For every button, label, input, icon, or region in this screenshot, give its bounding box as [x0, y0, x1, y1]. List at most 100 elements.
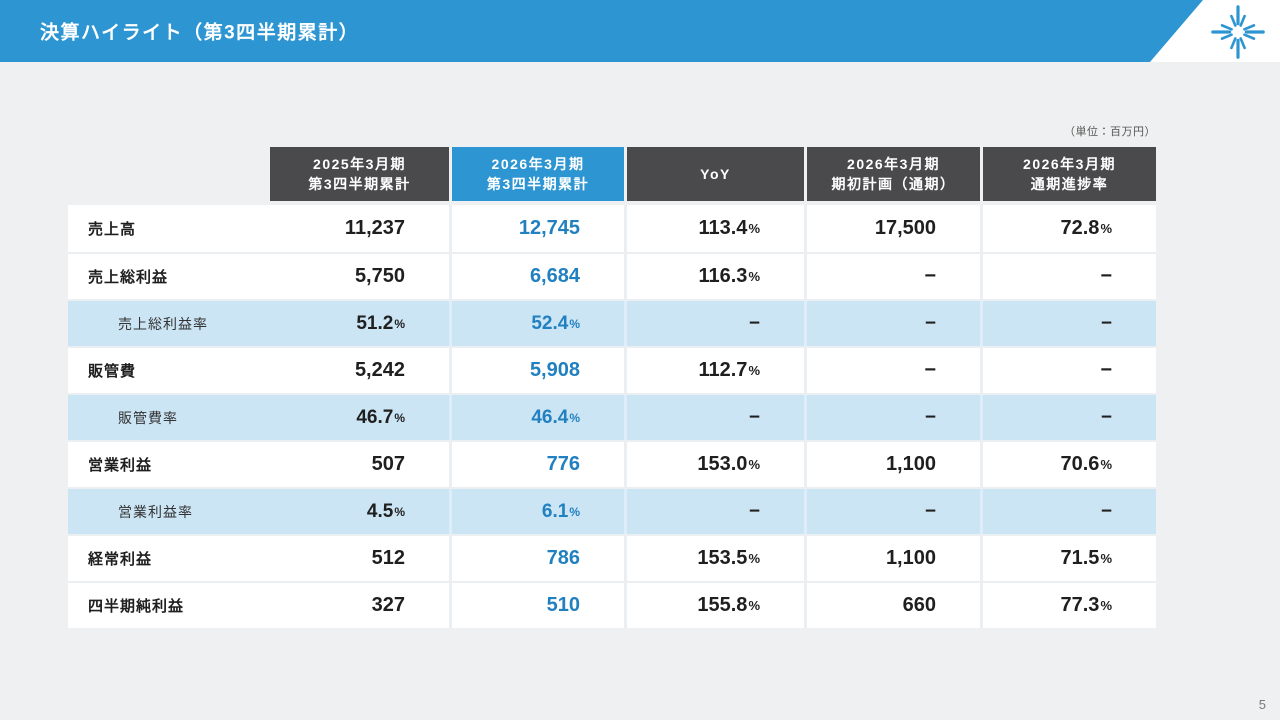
percent-sign: %: [1100, 457, 1112, 472]
cell-value: 71.5%: [980, 536, 1156, 581]
table-row: 経常利益 512 786 153.5% 1,100 71.5%: [68, 534, 1156, 581]
cell-value: 6.1%: [449, 489, 624, 534]
cell-number: 153.0: [697, 453, 748, 475]
column-header: 2026年3月期 通期進捗率: [980, 147, 1156, 201]
row-label: 営業利益: [88, 457, 153, 474]
cell-value: −: [624, 489, 804, 534]
column-header: YoY: [624, 147, 804, 201]
title-bar: 決算ハイライト（第3四半期累計）: [0, 0, 1280, 62]
cell-number: 46.7: [356, 406, 394, 428]
percent-sign: %: [1100, 598, 1112, 613]
unit-note: （単位：百万円）: [1064, 126, 1156, 138]
cell-number: 113.4: [698, 217, 748, 239]
table-row: 営業利益 507 776 153.0% 1,100 70.6%: [68, 440, 1156, 487]
column-header-line: 2026年3月期: [1023, 155, 1116, 172]
table-row: 売上総利益率 51.2% 52.4% − − −: [68, 299, 1156, 346]
cell-value: −: [980, 348, 1156, 393]
cell-value: −: [980, 301, 1156, 346]
cell-number: 112.7: [698, 359, 748, 381]
cell-value: −: [980, 395, 1156, 440]
cell-value: 660: [804, 583, 980, 628]
cell-value: 153.0%: [624, 442, 804, 487]
percent-sign: %: [569, 410, 580, 425]
cell-value: −: [804, 301, 980, 346]
table-row: 営業利益率 4.5% 6.1% − − −: [68, 487, 1156, 534]
header-corner: [1150, 0, 1280, 62]
table-row: 四半期純利益 327 510 155.8% 660 77.3%: [68, 581, 1156, 628]
column-header-line: 期初計画（通期）: [831, 176, 956, 192]
cell-value: 1,100: [804, 536, 980, 581]
percent-sign: %: [748, 551, 760, 566]
percent-sign: %: [394, 504, 405, 519]
table-row: 売上総利益 5,750 6,684 116.3% − −: [68, 252, 1156, 299]
cell-value: 507: [371, 453, 405, 475]
financial-table: 2025年3月期 第3四半期累計 2026年3月期 第3四半期累計 YoY 2026年3月…: [68, 147, 1156, 628]
table-header-row: 2025年3月期 第3四半期累計 2026年3月期 第3四半期累計 YoY 2026年3月…: [68, 147, 1156, 201]
cell-value: 327: [371, 594, 405, 616]
cell-value: −: [980, 254, 1156, 299]
percent-sign: %: [748, 457, 760, 472]
cell-value: 5,242: [354, 359, 405, 381]
cell-value: 77.3%: [980, 583, 1156, 628]
column-header-line: 第3四半期累計: [486, 176, 590, 192]
row-label: 売上総利益: [88, 269, 169, 286]
column-header: 2025年3月期 第3四半期累計: [270, 147, 449, 201]
cell-value: 46.7%: [270, 395, 449, 440]
table-row: 販管費率 46.7% 46.4% − − −: [68, 393, 1156, 440]
cell-number: 52.4: [531, 312, 569, 334]
cell-number: 51.2: [356, 312, 394, 334]
row-label: 経常利益: [88, 551, 153, 568]
cell-value: 116.3%: [624, 254, 804, 299]
cell-value: 52.4%: [449, 301, 624, 346]
percent-sign: %: [569, 316, 580, 331]
cell-value: −: [804, 395, 980, 440]
cell-number: 6.1: [541, 500, 569, 522]
cell-value: 5,750: [354, 265, 405, 287]
cell-number: 46.4: [531, 406, 569, 428]
row-label: 販管費: [88, 363, 137, 380]
cell-value: 11,237: [344, 217, 405, 239]
cell-value: 4.5%: [270, 489, 449, 534]
cell-value: 1,100: [804, 442, 980, 487]
cell-number: 71.5: [1060, 547, 1100, 569]
column-header: 2026年3月期 第3四半期累計: [449, 147, 624, 201]
row-label: 売上高: [88, 221, 137, 238]
percent-sign: %: [748, 269, 760, 284]
cell-number: 4.5: [366, 500, 394, 522]
table-row: 販管費 5,242 5,908 112.7% − −: [68, 346, 1156, 393]
cell-value: 153.5%: [624, 536, 804, 581]
column-header-line: 通期進捗率: [1030, 176, 1109, 192]
cell-value: −: [980, 489, 1156, 534]
column-header-line: 2026年3月期: [847, 155, 940, 172]
percent-sign: %: [748, 363, 760, 378]
cell-number: 155.8: [697, 594, 748, 616]
page-title: 決算ハイライト（第3四半期累計）: [40, 22, 360, 44]
row-label: 売上総利益率: [118, 315, 208, 332]
percent-sign: %: [1100, 221, 1112, 236]
column-header-line: YoY: [700, 165, 731, 182]
column-header: 2026年3月期 期初計画（通期）: [804, 147, 980, 201]
cell-value: 155.8%: [624, 583, 804, 628]
cell-value: 5,908: [449, 348, 624, 393]
cell-number: 72.8: [1060, 217, 1100, 239]
cell-value: 510: [449, 583, 624, 628]
cell-value: 786: [449, 536, 624, 581]
cell-value: 12,745: [449, 205, 624, 252]
row-label: 営業利益率: [118, 503, 193, 520]
percent-sign: %: [748, 221, 760, 236]
row-label: 販管費率: [118, 409, 178, 426]
cell-number: 77.3: [1060, 594, 1100, 616]
cell-value: −: [624, 395, 804, 440]
percent-sign: %: [569, 504, 580, 519]
cell-number: 153.5: [697, 547, 748, 569]
cell-value: 6,684: [449, 254, 624, 299]
column-header-line: 2025年3月期: [313, 155, 406, 172]
page-number: 5: [1258, 697, 1266, 712]
cell-value: 72.8%: [980, 205, 1156, 252]
percent-sign: %: [1100, 551, 1112, 566]
percent-sign: %: [394, 410, 405, 425]
percent-sign: %: [748, 598, 760, 613]
table-body: 売上高 11,237 12,745 113.4% 17,500 72.8% 売上総利益 5,7…: [68, 205, 1156, 628]
cell-value: 46.4%: [449, 395, 624, 440]
cell-value: −: [804, 254, 980, 299]
